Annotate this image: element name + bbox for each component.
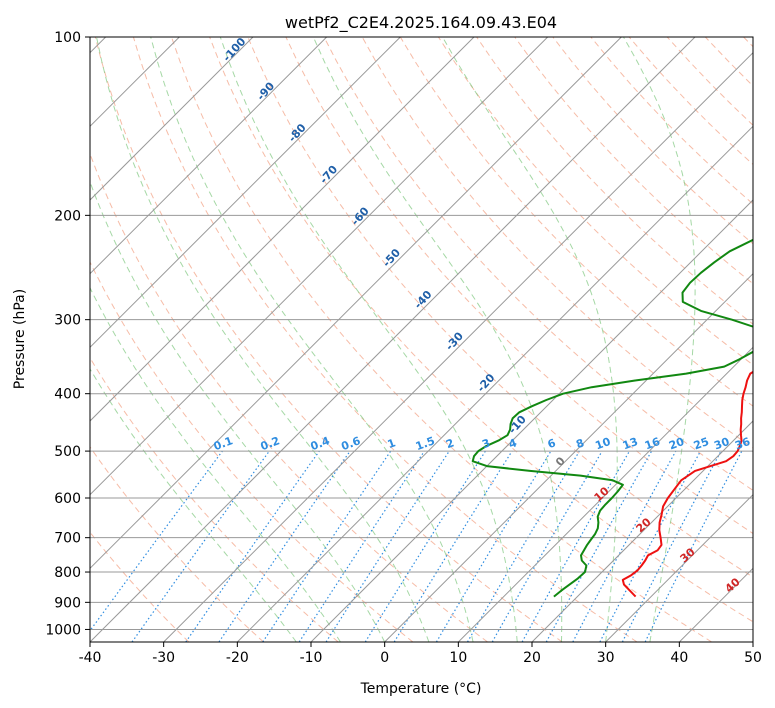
moist-adiabat-line	[90, 286, 341, 642]
mixing-ratio-line	[185, 450, 320, 642]
mixing-ratio-line	[521, 450, 631, 642]
isotherm-gridline	[90, 37, 475, 422]
mixing-ratio-line	[218, 450, 351, 642]
dry-adiabat-line	[285, 37, 753, 535]
mixing-ratio-line	[262, 450, 392, 642]
moist-adiabat-line	[90, 367, 297, 642]
mixing-ratio-line	[644, 450, 743, 642]
mixing-ratio-label: 0.2	[259, 434, 282, 453]
y-axis-label: Pressure (hPa)	[12, 289, 28, 389]
mixing-ratio-label: 2	[444, 436, 456, 451]
isotherm-gridline	[90, 37, 401, 349]
mixing-ratio-label: 13	[621, 435, 640, 452]
mixing-ratio-label: 1	[386, 436, 398, 451]
dry-adiabat-line	[171, 37, 712, 642]
data-series	[471, 238, 753, 598]
background-grid	[90, 37, 753, 642]
dewpoint-profile-line	[471, 238, 753, 598]
mixing-ratio-line	[325, 450, 450, 642]
mixing-ratio-label: 0.4	[309, 434, 332, 453]
temperature-profile-line	[621, 370, 753, 598]
mixing-ratio-label: 10	[593, 435, 612, 453]
moist-adiabat-line	[219, 37, 518, 642]
y-tick-label: 200	[54, 208, 81, 224]
mixing-ratio-label: 30	[712, 435, 731, 453]
isotherm-gridline	[605, 493, 753, 642]
y-tick-label: 400	[54, 387, 81, 403]
x-axis-label: Temperature (°C)	[360, 681, 482, 697]
mixing-ratio-label: 0.1	[212, 434, 235, 453]
mixing-ratio-label: 20	[667, 435, 686, 453]
x-tick-label: -30	[152, 650, 175, 666]
y-tick-label: 700	[54, 531, 81, 547]
x-tick-label: -10	[300, 650, 323, 666]
dry-adiabat-line	[90, 260, 414, 642]
mixing-ratio-label: 16	[643, 435, 662, 453]
mixing-ratio-label: 6	[546, 436, 558, 451]
isotherm-gridline	[236, 125, 753, 642]
x-tick-label: 30	[597, 650, 615, 666]
y-tick-label: 900	[54, 595, 81, 611]
mixing-ratio-label: 8	[574, 436, 586, 451]
mixing-ratio-label: 25	[692, 435, 711, 452]
dry-adiabat-line	[514, 37, 753, 285]
dry-adiabat-line	[132, 37, 638, 642]
moist-adiabat-line	[312, 37, 563, 642]
dry-adiabat-line	[323, 37, 753, 491]
x-tick-label: 20	[523, 650, 541, 666]
moist-adiabat-line	[442, 37, 618, 642]
isotherm-gridline	[310, 199, 753, 642]
mixing-ratio-label: 3	[480, 436, 492, 451]
y-axis: 100 200 300 400 500 600 700 800 900 1000	[45, 30, 90, 638]
mixing-ratio-label: 4	[507, 436, 519, 451]
isotherm-gridline	[90, 37, 549, 496]
mixing-ratio-label: 0.6	[340, 434, 363, 453]
x-tick-label: -40	[79, 650, 102, 666]
dry-adiabat-line	[209, 37, 753, 623]
isotherm-gridline	[90, 37, 328, 275]
x-tick-label: 0	[380, 650, 389, 666]
mixing-ratio-line	[545, 450, 653, 642]
y-tick-label: 100	[54, 30, 81, 46]
mixing-ratio-line	[298, 450, 425, 642]
y-tick-label: 600	[54, 491, 81, 507]
mixing-ratio-line	[90, 450, 223, 632]
x-tick-label: 10	[449, 650, 467, 666]
mixing-ratio-line	[131, 450, 270, 642]
dry-adiabat-line	[476, 37, 753, 325]
x-tick-label: 50	[744, 650, 762, 666]
moist-adiabat-line	[150, 37, 474, 642]
isotherm-gridline	[457, 346, 753, 642]
isotherm-gridline	[90, 37, 622, 570]
x-tick-label: 40	[670, 650, 688, 666]
plot-frame	[89, 36, 754, 643]
dry-adiabat-line	[94, 37, 563, 642]
mixing-ratio-label: 36	[733, 435, 752, 453]
chart-title: wetPf2_C2E4.2025.164.09.43.E04	[285, 13, 557, 33]
y-tick-label: 1000	[45, 622, 81, 638]
isotherm-gridline	[531, 420, 753, 642]
x-axis: -40 -30 -20 -10 0 10 20 30 40 50	[79, 642, 762, 666]
dry-adiabat-line	[90, 446, 264, 642]
mixing-ratio-line	[572, 450, 677, 642]
moist-adiabat-line	[623, 37, 696, 642]
isotherm-gridline	[163, 51, 753, 642]
dry-adiabat-line	[90, 356, 339, 642]
isotherm-gridline	[90, 37, 696, 642]
isotherm-gridline	[90, 37, 254, 201]
y-tick-label: 800	[54, 565, 81, 581]
mixing-ratio-line	[393, 450, 513, 642]
moist-adiabat-line	[96, 37, 430, 642]
y-tick-label: 300	[54, 313, 81, 329]
isotherm-gridline	[384, 272, 753, 642]
mixing-ratio-label: 1.5	[414, 434, 437, 453]
x-tick-label: -20	[226, 650, 249, 666]
y-tick-label: 500	[54, 444, 81, 460]
